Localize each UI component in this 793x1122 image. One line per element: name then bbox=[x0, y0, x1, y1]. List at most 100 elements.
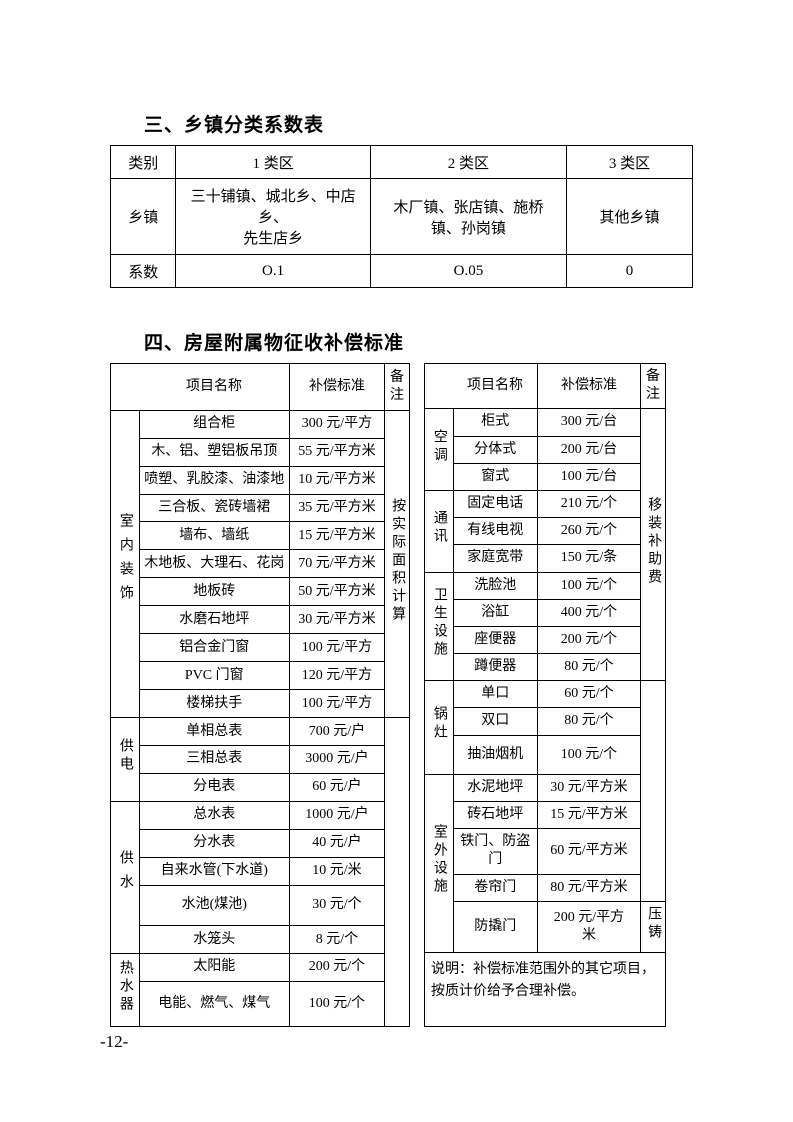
l-g0-r2-n: 喷塑、乳胶漆、油漆地 bbox=[139, 466, 290, 494]
r-g2-r1-n: 浴缸 bbox=[453, 599, 538, 626]
r-g4-r3-s: 80 元/平方米 bbox=[538, 874, 641, 901]
r-g1-r0-n: 固定电话 bbox=[453, 490, 538, 517]
r-g2-r2-n: 座便器 bbox=[453, 626, 538, 653]
r-g1-r1-s: 260 元/个 bbox=[538, 518, 641, 545]
t1-r0c2: 木厂镇、张店镇、施桥 镇、孙岗镇 bbox=[370, 179, 566, 255]
l-g0-r8-s: 100 元/平方 bbox=[290, 634, 385, 662]
r-g4-r4-n: 防撬门 bbox=[453, 901, 538, 952]
l-g2-r4-n: 水笼头 bbox=[139, 926, 290, 954]
r-g3-r0-s: 60 元/个 bbox=[538, 681, 641, 708]
r-g2-r1-s: 400 元/个 bbox=[538, 599, 641, 626]
section3-title: 三、乡镇分类系数表 bbox=[144, 110, 693, 137]
r-g0-r1-n: 分体式 bbox=[453, 436, 538, 463]
left-note-blank bbox=[385, 718, 410, 1027]
r-g2-r2-s: 200 元/个 bbox=[538, 626, 641, 653]
l-g3-r0-n: 太阳能 bbox=[139, 954, 290, 982]
hr-std: 补偿标准 bbox=[538, 364, 641, 409]
r-g4-r1-n: 砖石地坪 bbox=[453, 802, 538, 829]
r-g0-r2-s: 100 元/台 bbox=[538, 463, 641, 490]
grp-water: 供水 bbox=[111, 802, 140, 954]
grp-heater: 热水器 bbox=[111, 954, 140, 1027]
grp-ac: 空调 bbox=[425, 409, 454, 491]
l-g2-r2-s: 10 元/米 bbox=[290, 857, 385, 885]
l-g2-r2-n: 自来水管(下水道) bbox=[139, 857, 290, 885]
r-g2-r0-s: 100 元/个 bbox=[538, 572, 641, 599]
r-g4-r0-s: 30 元/平方米 bbox=[538, 774, 641, 801]
page-number: -12- bbox=[100, 1032, 128, 1052]
l-g0-r0-s: 300 元/平方 bbox=[290, 410, 385, 438]
l-g0-r9-n: PVC 门窗 bbox=[139, 662, 290, 690]
l-g1-r2-n: 分电表 bbox=[139, 774, 290, 802]
l-g2-r1-n: 分水表 bbox=[139, 829, 290, 857]
grp-stove: 锅灶 bbox=[425, 681, 454, 775]
l-g2-r4-s: 8 元/个 bbox=[290, 926, 385, 954]
t1-r1c1: O.1 bbox=[176, 255, 370, 288]
grp-bath: 卫生设施 bbox=[425, 572, 454, 681]
t1-r0c3: 其他乡镇 bbox=[567, 179, 693, 255]
l-g3-r1-n: 电能、燃气、煤气 bbox=[139, 982, 290, 1027]
r-g0-r2-n: 窗式 bbox=[453, 463, 538, 490]
l-g2-r0-n: 总水表 bbox=[139, 802, 290, 830]
r-g1-r0-s: 210 元/个 bbox=[538, 490, 641, 517]
l-g0-r6-s: 50 元/平方米 bbox=[290, 578, 385, 606]
l-g0-r4-s: 15 元/平方米 bbox=[290, 522, 385, 550]
l-g0-r7-s: 30 元/平方米 bbox=[290, 606, 385, 634]
t1-h2: 2 类区 bbox=[370, 146, 566, 179]
section4-title: 四、房屋附属物征收补偿标准 bbox=[144, 328, 693, 355]
l-g0-r10-n: 楼梯扶手 bbox=[139, 690, 290, 718]
l-g3-r1-s: 100 元/个 bbox=[290, 982, 385, 1027]
r-g3-r2-n: 抽油烟机 bbox=[453, 735, 538, 774]
l-g3-r0-s: 200 元/个 bbox=[290, 954, 385, 982]
l-g0-r3-s: 35 元/平方米 bbox=[290, 494, 385, 522]
t1-r1c0: 系数 bbox=[111, 255, 176, 288]
right-footnote: 说明：补偿标准范围外的其它项目，按质计价给予合理补偿。 bbox=[425, 952, 666, 1026]
l-g2-r0-s: 1000 元/户 bbox=[290, 802, 385, 830]
r-g4-r2-s: 60 元/平方米 bbox=[538, 829, 641, 874]
hl-blank bbox=[111, 364, 140, 411]
r-g2-r0-n: 洗脸池 bbox=[453, 572, 538, 599]
r-g4-r4-note: 压铸 bbox=[641, 901, 666, 952]
grp-comm: 通讯 bbox=[425, 490, 454, 572]
r-g4-r3-n: 卷帘门 bbox=[453, 874, 538, 901]
left-note: 按实际面积计算 bbox=[385, 410, 410, 717]
r-g2-r3-n: 蹲便器 bbox=[453, 654, 538, 681]
l-g1-r1-s: 3000 元/户 bbox=[290, 746, 385, 774]
l-g0-r6-n: 地板砖 bbox=[139, 578, 290, 606]
r-g4-r4-s: 200 元/平方 米 bbox=[538, 901, 641, 952]
l-g0-r5-n: 木地板、大理石、花岗 bbox=[139, 550, 290, 578]
r-g3-r1-n: 双口 bbox=[453, 708, 538, 735]
l-g0-r4-n: 墙布、墙纸 bbox=[139, 522, 290, 550]
l-g0-r8-n: 铝合金门窗 bbox=[139, 634, 290, 662]
r-g4-r0-n: 水泥地坪 bbox=[453, 774, 538, 801]
t1-h1: 1 类区 bbox=[176, 146, 370, 179]
hr-name: 项目名称 bbox=[453, 364, 538, 409]
l-g1-r1-n: 三相总表 bbox=[139, 746, 290, 774]
l-g0-r10-s: 100 元/平方 bbox=[290, 690, 385, 718]
t1-h3: 3 类区 bbox=[567, 146, 693, 179]
l-g1-r0-n: 单相总表 bbox=[139, 718, 290, 746]
hl-note: 备注 bbox=[385, 364, 410, 411]
right-note: 移装补助费 bbox=[641, 409, 666, 681]
l-g2-r3-n: 水池(煤池) bbox=[139, 885, 290, 925]
r-g3-r2-s: 100 元/个 bbox=[538, 735, 641, 774]
table-left: 项目名称 补偿标准 备注 室内装饰 组合柜 300 元/平方 按实际面积计算 木… bbox=[110, 363, 410, 1027]
l-g1-r0-s: 700 元/户 bbox=[290, 718, 385, 746]
r-g0-r0-n: 柜式 bbox=[453, 409, 538, 436]
t1-h0: 类别 bbox=[111, 146, 176, 179]
t1-r1c3: 0 bbox=[567, 255, 693, 288]
hl-std: 补偿标准 bbox=[290, 364, 385, 411]
l-g0-r5-s: 70 元/平方米 bbox=[290, 550, 385, 578]
grp-power: 供电 bbox=[111, 718, 140, 802]
r-g1-r2-s: 150 元/条 bbox=[538, 545, 641, 572]
t1-r0c1: 三十铺镇、城北乡、中店乡、 先生店乡 bbox=[176, 179, 370, 255]
l-g2-r3-s: 30 元/个 bbox=[290, 885, 385, 925]
l-g1-r2-s: 60 元/户 bbox=[290, 774, 385, 802]
l-g2-r1-s: 40 元/户 bbox=[290, 829, 385, 857]
t1-r1c2: O.05 bbox=[370, 255, 566, 288]
r-g1-r2-n: 家庭宽带 bbox=[453, 545, 538, 572]
l-g0-r0-n: 组合柜 bbox=[139, 410, 290, 438]
r-g4-r1-s: 15 元/平方米 bbox=[538, 802, 641, 829]
r-g0-r1-s: 200 元/台 bbox=[538, 436, 641, 463]
r-g2-r3-s: 80 元/个 bbox=[538, 654, 641, 681]
grp-outdoor: 室外设施 bbox=[425, 774, 454, 952]
